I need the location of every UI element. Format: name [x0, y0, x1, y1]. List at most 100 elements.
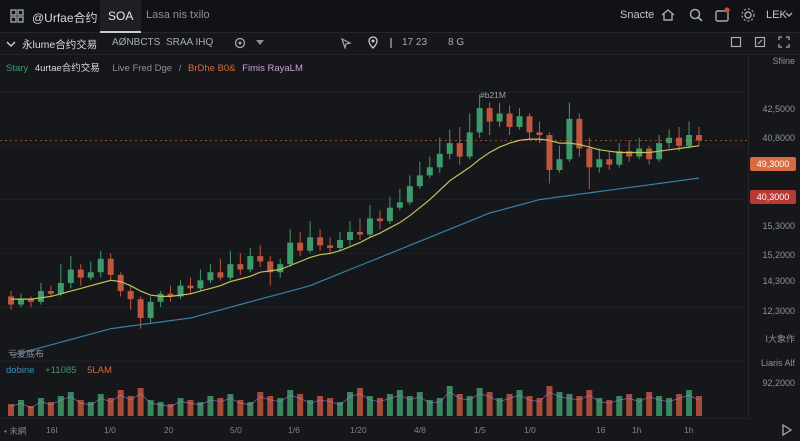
- time-tick: 16I: [46, 425, 58, 435]
- cursor-price-label: #b21M: [480, 90, 506, 100]
- candle-body: [87, 272, 94, 278]
- timer-display: 17 23: [402, 37, 428, 48]
- indicator-dropdown-icon[interactable]: [256, 40, 264, 46]
- volume-bar: [566, 394, 573, 416]
- candle-body: [556, 159, 563, 171]
- candle-body: [416, 175, 423, 187]
- volume-bar: [556, 392, 563, 416]
- volume-bar: [77, 400, 84, 416]
- volume-bar: [476, 388, 483, 416]
- price-axis-label: 14,3000: [762, 276, 795, 286]
- time-tick: 5/0: [230, 425, 242, 435]
- volume-bar: [536, 398, 543, 416]
- candle-body: [396, 202, 403, 208]
- time-axis[interactable]: • 未網 16I 1/0 20 5/0 1/6 1/20 4/8 1/5 1/0…: [0, 418, 792, 441]
- legend-item-5: Fimis RayaLM: [242, 63, 303, 74]
- volume-bar: [337, 402, 344, 416]
- candle-body: [237, 264, 244, 270]
- indicator-icon[interactable]: [234, 37, 246, 49]
- candle-body: [157, 293, 164, 302]
- volume-legend: dobine +11085 5LAM: [6, 365, 120, 376]
- volume-bar: [386, 394, 393, 416]
- candle-body: [307, 237, 314, 251]
- volume-bar: [167, 404, 174, 416]
- candle-body: [47, 291, 54, 294]
- user-label[interactable]: LEK: [766, 9, 787, 21]
- volume-bar: [327, 398, 334, 416]
- edit-icon[interactable]: [754, 36, 766, 48]
- price-axis-note-3: 92,2000: [762, 378, 795, 388]
- chevron-down-icon[interactable]: [6, 39, 16, 49]
- volume-bar: [586, 390, 593, 416]
- volume-value-1: +11085: [45, 365, 77, 376]
- volume-bar: [67, 392, 74, 416]
- candle-body: [327, 245, 334, 249]
- volume-bar: [247, 402, 254, 416]
- pair-selector[interactable]: 永lume合约交易: [22, 39, 98, 51]
- notification-icon[interactable]: [714, 7, 730, 23]
- location-pin-icon[interactable]: [366, 36, 380, 50]
- volume-value-2: 5LAM: [87, 365, 112, 376]
- grid-logo-icon[interactable]: [10, 9, 24, 23]
- candle-body: [337, 239, 344, 249]
- volume-bar: [197, 402, 204, 416]
- top-right-label[interactable]: Snacte: [620, 9, 655, 21]
- volume-bar: [267, 396, 274, 416]
- time-tick: • 未網: [4, 426, 27, 436]
- candle-body: [446, 143, 453, 154]
- candle-body: [217, 272, 224, 278]
- volume-bar: [307, 400, 314, 416]
- volume-bar: [516, 390, 523, 416]
- volume-bar: [656, 396, 663, 416]
- volume-bar: [696, 396, 703, 416]
- candle-body: [77, 269, 84, 278]
- home-icon[interactable]: [660, 7, 676, 23]
- chevron-down-icon[interactable]: [784, 7, 794, 23]
- app-brand[interactable]: @Urfae合约: [32, 11, 98, 25]
- current-price-tag: 49,3000: [750, 157, 796, 171]
- volume-bar: [117, 390, 124, 416]
- volume-bar: [466, 396, 473, 416]
- volume-bar: [666, 398, 673, 416]
- volume-bar: [37, 398, 44, 416]
- candle-body: [496, 113, 503, 122]
- price-axis-top-label[interactable]: Sfiine: [772, 56, 795, 66]
- toolbar-item-2[interactable]: SRAA IHQ: [166, 37, 214, 48]
- volume-bar: [347, 392, 354, 416]
- volume-bar: [446, 386, 453, 416]
- volume-bar: [227, 394, 234, 416]
- candle-body: [107, 258, 114, 275]
- legend-item-1: Stary: [6, 63, 29, 74]
- search-icon[interactable]: [688, 7, 704, 23]
- play-icon[interactable]: [782, 424, 792, 436]
- cursor-arrow-icon[interactable]: [340, 37, 352, 49]
- price-chart[interactable]: [0, 56, 748, 416]
- volume-bar: [576, 396, 583, 416]
- candle-body: [17, 299, 24, 305]
- candle-body: [676, 137, 683, 146]
- candle-body: [167, 293, 174, 297]
- volume-bar: [676, 394, 683, 416]
- settings-icon[interactable]: [740, 7, 756, 23]
- volume-bar: [157, 402, 164, 416]
- layout-icon[interactable]: [730, 36, 742, 48]
- candle-body: [546, 135, 553, 171]
- candle-body: [207, 272, 214, 281]
- volume-bar: [17, 400, 24, 416]
- candle-body: [117, 274, 124, 292]
- price-axis[interactable]: Sfiine 42,5000 40,8000 15,3000 15,2000 1…: [748, 56, 800, 418]
- price-axis-note-2: Liaris Alf: [760, 358, 795, 368]
- time-tick: 1/5: [474, 425, 486, 435]
- ma-slow-line: [10, 177, 700, 357]
- price-axis-note-1: Ⅰ大象作: [765, 334, 795, 344]
- toolbar-item-1[interactable]: AØNBCTS: [112, 37, 161, 48]
- candle-body: [37, 291, 44, 302]
- volume-bar: [297, 394, 304, 416]
- marker-icon[interactable]: [388, 37, 398, 49]
- volume-bar: [137, 388, 144, 416]
- fullscreen-icon[interactable]: [778, 36, 790, 48]
- chart-canvas[interactable]: [0, 56, 748, 416]
- tab-active[interactable]: SOA: [100, 0, 142, 33]
- candle-body: [426, 167, 433, 176]
- tab-inactive[interactable]: Lasa nis txilo: [146, 9, 210, 21]
